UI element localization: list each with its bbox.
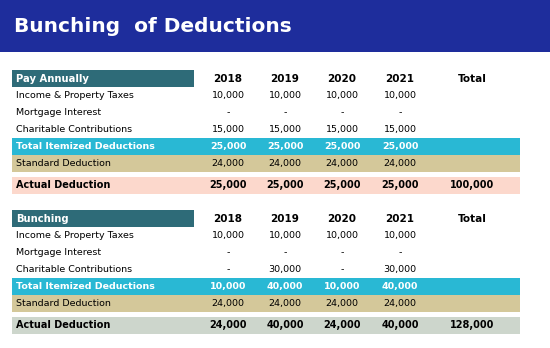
Text: 10,000: 10,000 [212,231,245,240]
Text: 2021: 2021 [386,73,415,84]
Text: Total Itemized Deductions: Total Itemized Deductions [16,142,155,151]
Text: 24,000: 24,000 [323,321,361,331]
Text: 10,000: 10,000 [326,91,359,100]
Text: 2019: 2019 [271,214,299,223]
FancyBboxPatch shape [12,210,194,227]
Text: 100,000: 100,000 [450,181,494,190]
Text: -: - [398,108,402,117]
Text: Total: Total [458,73,486,84]
Text: Actual Deduction: Actual Deduction [16,321,111,331]
Text: -: - [340,265,344,274]
Text: 25,000: 25,000 [382,142,418,151]
Text: Actual Deduction: Actual Deduction [16,181,111,190]
Text: 30,000: 30,000 [268,265,301,274]
Text: 40,000: 40,000 [266,321,304,331]
Text: Charitable Contributions: Charitable Contributions [16,265,132,274]
FancyBboxPatch shape [12,138,520,155]
Text: 24,000: 24,000 [326,299,359,308]
Text: 2021: 2021 [386,214,415,223]
FancyBboxPatch shape [12,177,520,194]
Text: 24,000: 24,000 [268,299,301,308]
Text: 25,000: 25,000 [209,181,247,190]
Text: Income & Property Taxes: Income & Property Taxes [16,231,134,240]
Text: 25,000: 25,000 [267,142,303,151]
Text: 25,000: 25,000 [266,181,304,190]
Text: 15,000: 15,000 [212,125,245,134]
FancyBboxPatch shape [12,70,194,87]
FancyBboxPatch shape [12,295,520,312]
Text: Bunching  of Deductions: Bunching of Deductions [14,16,292,35]
Text: 10,000: 10,000 [383,91,416,100]
Text: 24,000: 24,000 [212,299,245,308]
Text: 15,000: 15,000 [268,125,301,134]
FancyBboxPatch shape [12,317,520,334]
Text: -: - [226,265,230,274]
Text: 2019: 2019 [271,73,299,84]
Text: -: - [283,108,287,117]
Text: 10,000: 10,000 [212,91,245,100]
Text: 24,000: 24,000 [383,159,416,168]
Text: 24,000: 24,000 [326,159,359,168]
Text: Total: Total [458,214,486,223]
Text: 25,000: 25,000 [381,181,419,190]
Text: 10,000: 10,000 [383,231,416,240]
Text: -: - [226,108,230,117]
Text: Mortgage Interest: Mortgage Interest [16,248,101,257]
Text: -: - [340,108,344,117]
Text: -: - [226,248,230,257]
Text: 25,000: 25,000 [210,142,246,151]
Text: 30,000: 30,000 [383,265,416,274]
Text: 40,000: 40,000 [382,282,418,291]
Text: 2020: 2020 [327,73,356,84]
Text: 24,000: 24,000 [383,299,416,308]
Text: 25,000: 25,000 [324,142,360,151]
Text: 2018: 2018 [213,214,243,223]
Text: Standard Deduction: Standard Deduction [16,159,111,168]
Text: 40,000: 40,000 [267,282,303,291]
Text: Bunching: Bunching [16,214,69,223]
Text: 15,000: 15,000 [326,125,359,134]
Text: 25,000: 25,000 [323,181,361,190]
Text: -: - [283,248,287,257]
Text: 10,000: 10,000 [268,91,301,100]
Text: 24,000: 24,000 [209,321,247,331]
Text: 40,000: 40,000 [381,321,419,331]
FancyBboxPatch shape [0,0,550,52]
Text: Charitable Contributions: Charitable Contributions [16,125,132,134]
Text: Mortgage Interest: Mortgage Interest [16,108,101,117]
Text: -: - [398,248,402,257]
Text: 24,000: 24,000 [212,159,245,168]
Text: -: - [340,248,344,257]
Text: Standard Deduction: Standard Deduction [16,299,111,308]
Text: 10,000: 10,000 [324,282,360,291]
Text: 10,000: 10,000 [268,231,301,240]
Text: 15,000: 15,000 [383,125,416,134]
Text: Pay Annually: Pay Annually [16,73,89,84]
FancyBboxPatch shape [12,278,520,295]
FancyBboxPatch shape [12,155,520,172]
Text: Income & Property Taxes: Income & Property Taxes [16,91,134,100]
Text: 2018: 2018 [213,73,243,84]
Text: 2020: 2020 [327,214,356,223]
Text: 24,000: 24,000 [268,159,301,168]
Text: 10,000: 10,000 [210,282,246,291]
Text: 128,000: 128,000 [450,321,494,331]
Text: Total Itemized Deductions: Total Itemized Deductions [16,282,155,291]
Text: 10,000: 10,000 [326,231,359,240]
